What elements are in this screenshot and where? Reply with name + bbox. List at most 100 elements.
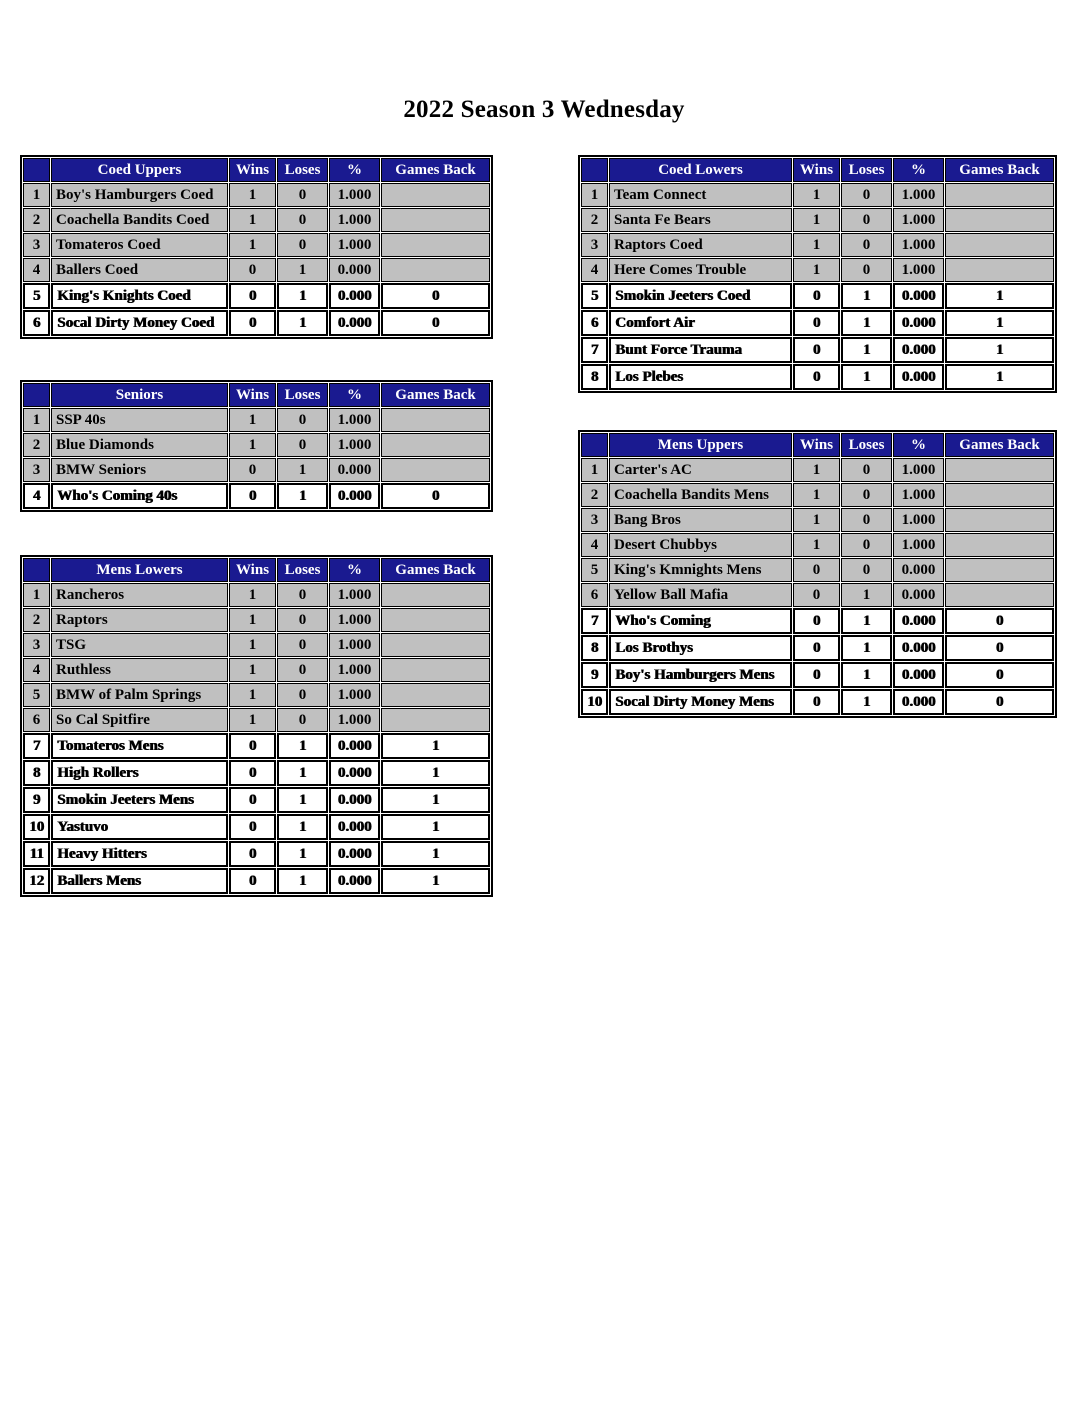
wins-cell: 0 [229, 841, 276, 867]
table-row: 4 Ruthless 1 0 1.000 [23, 658, 490, 682]
team-cell: King's Knights Coed [51, 283, 228, 309]
pct-cell: 0.000 [893, 635, 944, 661]
rank-cell: 2 [23, 433, 50, 457]
loses-cell: 1 [841, 364, 892, 390]
wins-cell: 0 [229, 814, 276, 840]
rank-column-header [23, 158, 50, 182]
wins-cell: 0 [793, 364, 840, 390]
team-cell: Smokin Jeeters Coed [609, 283, 792, 309]
wins-cell: 1 [229, 633, 276, 657]
header-row: Coed Lowers Wins Loses% Games Back [581, 158, 1054, 182]
games-back-cell: 0 [945, 608, 1054, 634]
table-row: 6 Yellow Ball Mafia 0 1 0.000 [581, 583, 1054, 607]
pct-cell: 0.000 [329, 760, 380, 786]
wins-cell: 0 [229, 760, 276, 786]
pct-cell: 1.000 [893, 258, 944, 282]
wins-cell: 0 [229, 868, 276, 894]
games-back-cell: 1 [945, 283, 1054, 309]
wins-cell: 1 [229, 608, 276, 632]
table-row: 7 Tomateros Mens 0 1 0.000 1 [23, 733, 490, 759]
team-cell: Blue Diamonds [51, 433, 228, 457]
wins-cell: 1 [229, 433, 276, 457]
table-row: 7 Who's Coming 0 1 0.000 0 [581, 608, 1054, 634]
table-row: 9 Smokin Jeeters Mens 0 1 0.000 1 [23, 787, 490, 813]
loses-cell: 0 [277, 633, 328, 657]
rank-cell: 4 [23, 658, 50, 682]
wins-cell: 0 [793, 283, 840, 309]
team-cell: Socal Dirty Money Coed [51, 310, 228, 336]
games-back-cell [945, 583, 1054, 607]
team-cell: Coachella Bandits Mens [609, 483, 792, 507]
games-back-cell: 0 [381, 483, 490, 509]
loses-cell: 1 [277, 787, 328, 813]
pct-cell: 1.000 [893, 233, 944, 257]
wins-cell: 0 [793, 558, 840, 582]
games-back-cell [381, 183, 490, 207]
loses-cell: 1 [841, 283, 892, 309]
games-back-cell [945, 233, 1054, 257]
table-row: 10 Yastuvo 0 1 0.000 1 [23, 814, 490, 840]
team-cell: Bang Bros [609, 508, 792, 532]
wins-cell: 1 [229, 208, 276, 232]
wins-cell: 1 [793, 258, 840, 282]
wins-cell: 0 [229, 458, 276, 482]
team-cell: Team Connect [609, 183, 792, 207]
rank-cell: 1 [23, 583, 50, 607]
table-row: 3 BMW Seniors 0 1 0.000 [23, 458, 490, 482]
loses-cell: 0 [841, 208, 892, 232]
loses-cell: 0 [277, 658, 328, 682]
table-row: 4 Here Comes Trouble 1 0 1.000 [581, 258, 1054, 282]
rank-cell: 11 [23, 841, 50, 867]
table-row: 9 Boy's Hamburgers Mens 0 1 0.000 0 [581, 662, 1054, 688]
loses-cell: 0 [841, 558, 892, 582]
loses-cell: 1 [277, 483, 328, 509]
wins-cell: 0 [793, 310, 840, 336]
pct-cell: 1.000 [329, 583, 380, 607]
loses-cell: 1 [277, 814, 328, 840]
team-cell: SSP 40s [51, 408, 228, 432]
team-cell: Bunt Force Trauma [609, 337, 792, 363]
team-cell: Santa Fe Bears [609, 208, 792, 232]
table-name-header: Seniors [51, 383, 228, 407]
games-back-cell [381, 258, 490, 282]
wins-cell: 1 [229, 658, 276, 682]
rank-cell: 7 [581, 608, 608, 634]
table-name-header: Coed Lowers [609, 158, 792, 182]
rank-cell: 6 [23, 310, 50, 336]
wins-cell: 0 [229, 787, 276, 813]
loses-cell: 1 [841, 583, 892, 607]
table-row: 3 Raptors Coed 1 0 1.000 [581, 233, 1054, 257]
rank-cell: 3 [23, 233, 50, 257]
pct-cell: 1.000 [893, 458, 944, 482]
loses-cell: 1 [277, 458, 328, 482]
pct-cell: 0.000 [893, 583, 944, 607]
loses-cell: 0 [277, 233, 328, 257]
team-cell: Desert Chubbys [609, 533, 792, 557]
table-row: 2 Blue Diamonds 1 0 1.000 [23, 433, 490, 457]
team-cell: Yellow Ball Mafia [609, 583, 792, 607]
table-name-header: Mens Uppers [609, 433, 792, 457]
pct-cell: 1.000 [329, 633, 380, 657]
rank-column-header [23, 558, 50, 582]
team-cell: Los Brothys [609, 635, 792, 661]
standings-table-coed-uppers: Coed Uppers Wins Loses% Games Back 1 Boy's Ha… [20, 155, 493, 339]
rank-cell: 3 [23, 633, 50, 657]
loses-cell: 1 [841, 337, 892, 363]
loses-cell: 1 [841, 635, 892, 661]
loses-cell: 1 [277, 283, 328, 309]
wins-cell: 1 [793, 458, 840, 482]
rank-cell: 1 [23, 408, 50, 432]
table-row: 6 So Cal Spitfire 1 0 1.000 [23, 708, 490, 732]
column-header-games-back: Games Back [381, 558, 490, 582]
wins-cell: 1 [229, 583, 276, 607]
loses-cell: 0 [277, 208, 328, 232]
games-back-cell [381, 233, 490, 257]
games-back-cell: 1 [381, 814, 490, 840]
games-back-cell: 0 [945, 662, 1054, 688]
loses-cell: 1 [841, 310, 892, 336]
team-cell: Socal Dirty Money Mens [609, 689, 792, 715]
pct-cell: 0.000 [329, 841, 380, 867]
pct-cell: 0.000 [893, 608, 944, 634]
table-row: 12 Ballers Mens 0 1 0.000 1 [23, 868, 490, 894]
pct-cell: 0.000 [329, 483, 380, 509]
